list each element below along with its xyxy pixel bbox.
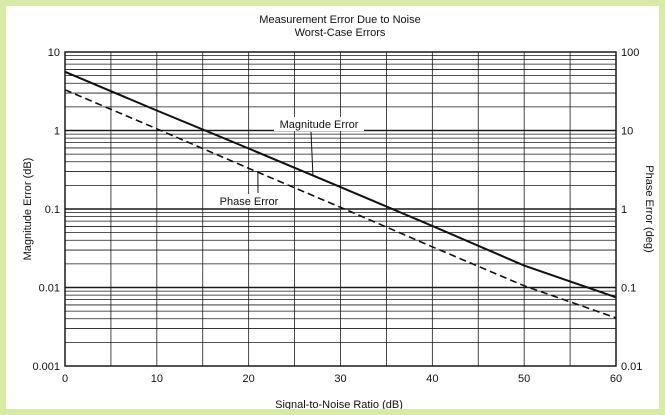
y2-tick-label: 0.01 <box>621 361 642 373</box>
y2-tick-label: 1 <box>621 204 627 216</box>
x-tick-label: 40 <box>426 373 438 385</box>
x-tick-label: 20 <box>243 373 255 385</box>
chart-svg: Measurement Error Due to Noise Worst-Cas… <box>22 14 655 409</box>
x-tick-label: 10 <box>151 373 163 385</box>
x-tick-label: 60 <box>610 373 622 385</box>
magnitude-label-bg <box>274 117 364 131</box>
y2-tick-label: 10 <box>621 126 633 138</box>
phase-error-line <box>64 89 617 319</box>
phase-label-bg <box>217 194 281 208</box>
y2-tick-label: 100 <box>621 47 639 59</box>
y-axis-label: Magnitude Error (dB) <box>22 158 34 261</box>
plot-border <box>64 51 617 367</box>
grid <box>65 52 616 366</box>
tick-labels: 0 10 20 30 40 50 60 0.001 0.01 0.1 1 10 0.01 0.1 1 10 10… <box>32 47 642 385</box>
y2-axis-label: Phase Error (deg) <box>643 165 655 252</box>
phase-error-label: Phase Error <box>220 196 279 208</box>
magnitude-leader-line <box>310 131 314 176</box>
x-tick-label: 50 <box>518 373 530 385</box>
magnitude-error-label: Magnitude Error <box>280 119 359 131</box>
y-tick-label: 0.01 <box>39 283 60 295</box>
chart-frame: Measurement Error Due to Noise Worst-Cas… <box>6 6 659 409</box>
annotations: Magnitude Error Phase Error <box>217 117 364 208</box>
y2-tick-label: 0.1 <box>621 283 636 295</box>
y-tick-label: 10 <box>48 47 60 59</box>
series-layer <box>64 70 617 319</box>
y-tick-label: 0.001 <box>32 361 60 373</box>
x-tick-label: 0 <box>62 373 68 385</box>
y-tick-label: 0.1 <box>45 204 60 216</box>
chart-subtitle: Worst-Case Errors <box>295 27 386 39</box>
y-tick-label: 1 <box>54 126 60 138</box>
chart-title: Measurement Error Due to Noise <box>259 14 420 26</box>
magnitude-error-line <box>64 70 617 299</box>
x-tick-label: 30 <box>334 373 346 385</box>
x-axis-label: Signal-to-Noise Ratio (dB) <box>275 399 403 409</box>
